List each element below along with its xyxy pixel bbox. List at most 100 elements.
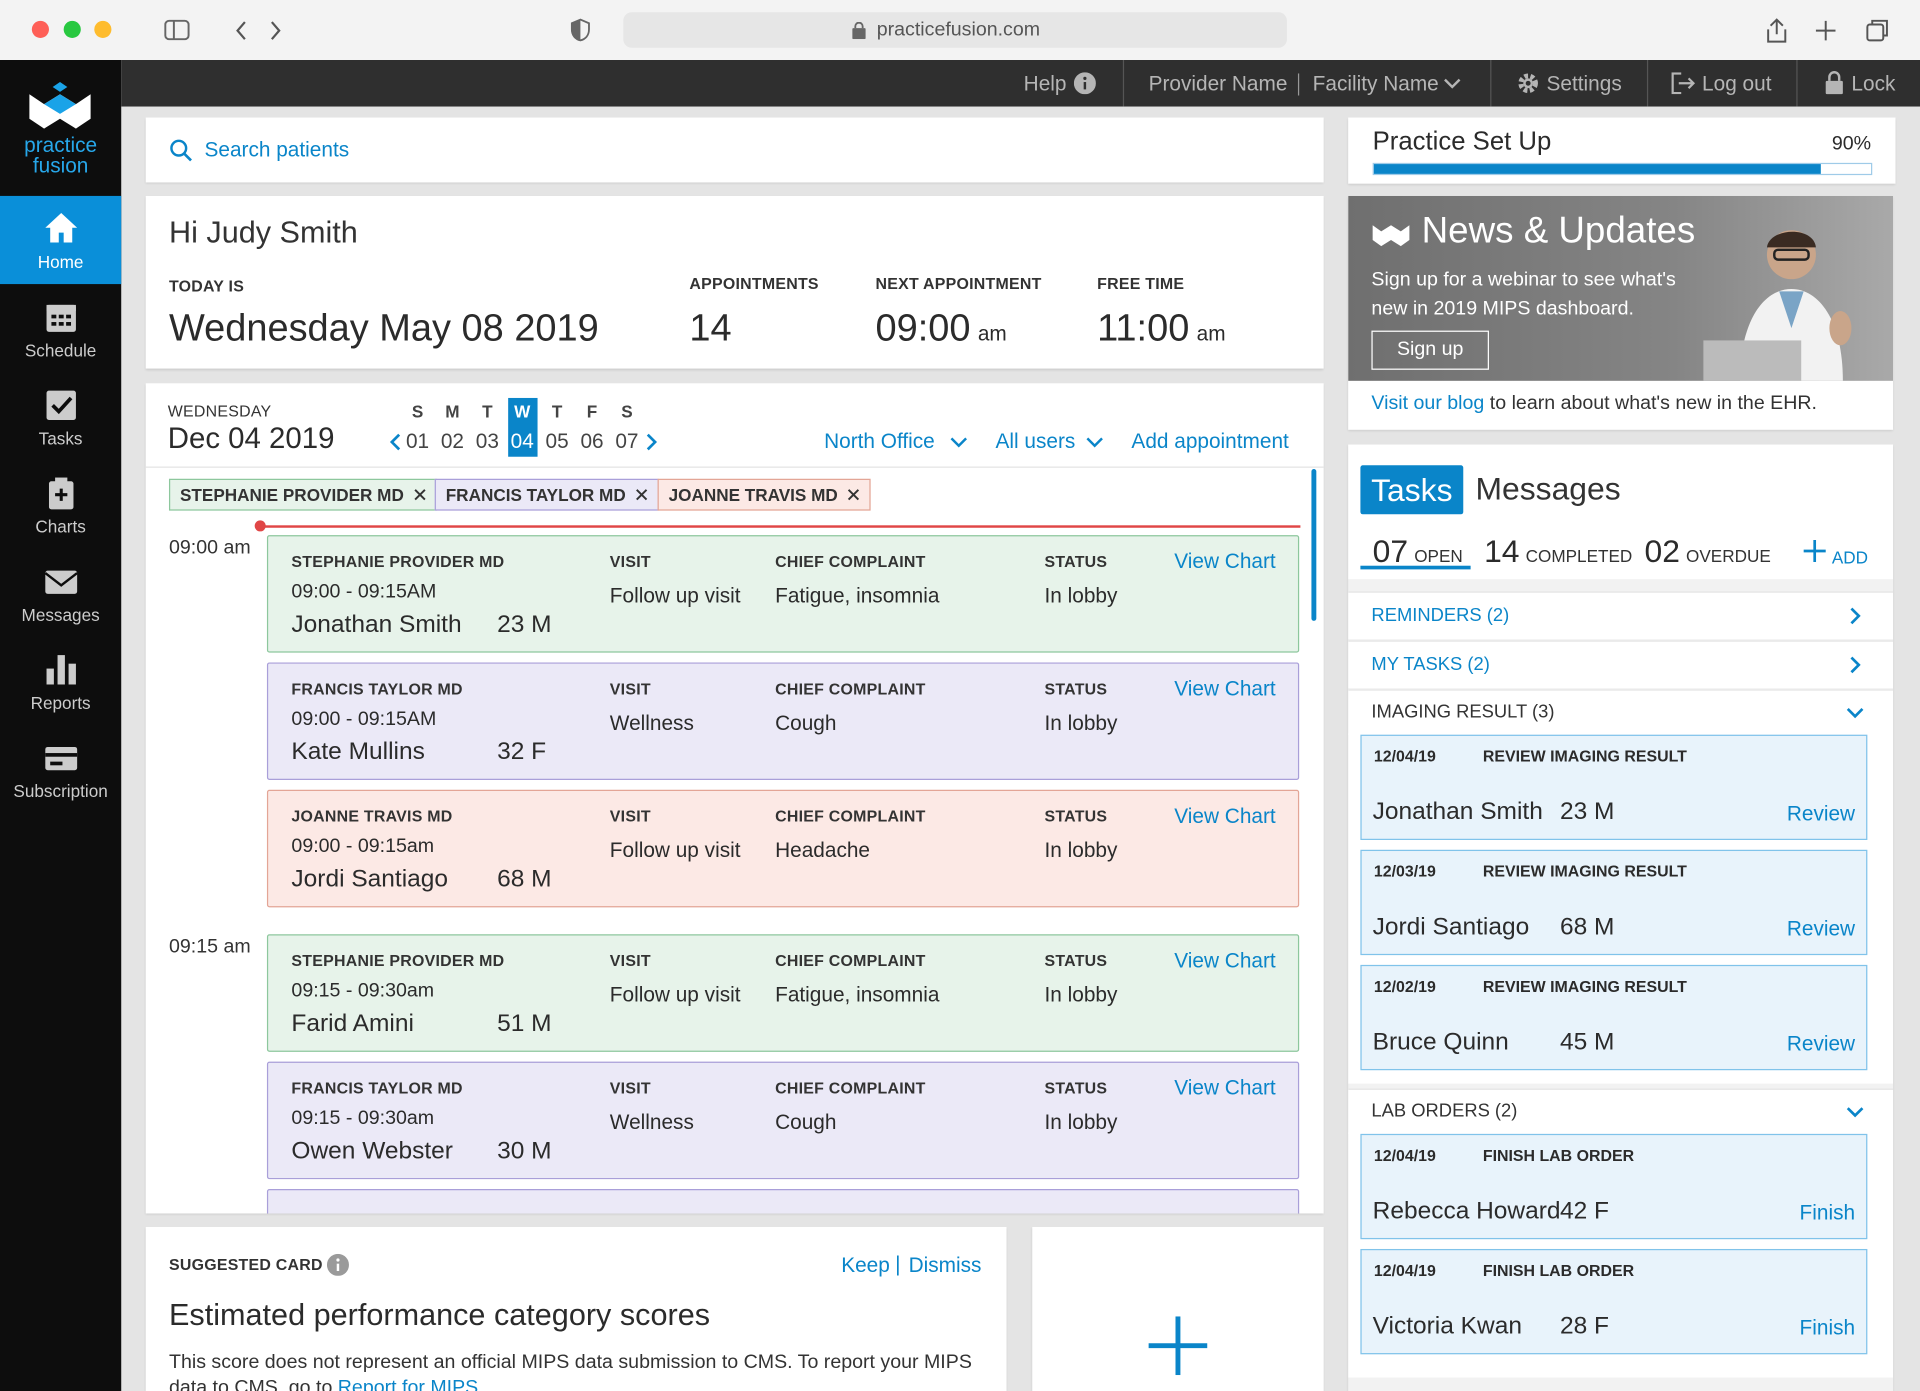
stat-number: 09:00 [875, 306, 971, 349]
users-select[interactable]: All users [995, 429, 1076, 454]
signup-button[interactable]: Sign up [1371, 330, 1489, 370]
appointment-complaint: Fatigue, insomnia [775, 983, 940, 1007]
provider-filter[interactable]: STEPHANIE PROVIDER MD [168, 478, 437, 511]
suggested-text: This score does not represent an officia… [169, 1349, 977, 1391]
appointment-time: 09:15 - 09:30am [291, 980, 435, 1002]
task-action[interactable]: Review [1786, 1032, 1856, 1056]
nav-item[interactable]: Messages [0, 549, 121, 637]
chevron-down [950, 437, 967, 448]
search-card[interactable]: Search patients [145, 117, 1324, 183]
task-section[interactable]: IMAGING RESULT (3) [1348, 689, 1894, 735]
settings-link[interactable]: Settings [1546, 72, 1622, 96]
appointment-status: In lobby [1044, 711, 1118, 735]
remove-icon [636, 489, 648, 501]
news-banner: News & Updates Sign up for a webinar to … [1348, 195, 1894, 381]
info-icon [1073, 72, 1096, 95]
office-select[interactable]: North Office [824, 429, 935, 454]
view-chart-link[interactable]: View Chart [1174, 804, 1276, 828]
provider-filter[interactable]: FRANCIS TAYLOR MD [434, 478, 659, 511]
chevron-down [1846, 1107, 1864, 1118]
patient-name: Rebecca Howard [1372, 1197, 1561, 1225]
keep-link[interactable]: Keep [841, 1253, 890, 1278]
lock-link[interactable]: Lock [1851, 72, 1896, 96]
plus-icon [1148, 1316, 1208, 1376]
dismiss-link[interactable]: Dismiss [908, 1253, 982, 1278]
view-chart-link[interactable]: View Chart [1174, 677, 1276, 701]
add-appointment[interactable]: Add appointment [1131, 429, 1289, 454]
view-chart-link[interactable]: View Chart [1174, 1076, 1276, 1100]
appointment-card: STEPHANIE PROVIDER MD 09:15 - 09:30am Fari… [266, 934, 1300, 1052]
messages-tab[interactable]: Messages [1475, 470, 1621, 507]
today-label: TODAY IS [168, 276, 245, 296]
day-number[interactable]: 04 [510, 429, 534, 454]
day-number[interactable]: 01 [405, 429, 430, 454]
scrollbar[interactable] [1311, 468, 1317, 621]
next-week[interactable] [644, 432, 659, 452]
report-link[interactable]: Report for MIPS [337, 1377, 479, 1391]
url: practicefusion.com [876, 19, 1041, 41]
separator: | [895, 1252, 901, 1276]
patient-age-sex: 23 M [1560, 798, 1615, 826]
task-section[interactable]: LAB ORDERS (2) [1348, 1088, 1894, 1134]
task-action[interactable]: Review [1786, 802, 1856, 826]
day-number[interactable]: 07 [615, 429, 639, 454]
logout-link[interactable]: Log out [1702, 72, 1772, 96]
task-count[interactable]: 07 OPEN [1373, 533, 1463, 571]
task-count[interactable]: 02 OVERDUE [1644, 533, 1770, 571]
help-link[interactable]: Help [1023, 72, 1067, 96]
day-number[interactable]: 05 [545, 429, 569, 454]
nav-item[interactable]: Charts [0, 460, 121, 548]
facility-name[interactable]: Facility Name [1312, 72, 1439, 96]
nav-icon [45, 390, 76, 420]
nav-item[interactable]: Home [0, 195, 122, 285]
logo-text: practice fusion [0, 135, 121, 177]
tasks-tab[interactable]: Tasks [1360, 465, 1464, 515]
view-chart-link[interactable]: View Chart [1174, 948, 1276, 973]
progress-bar [1373, 164, 1822, 174]
url-field[interactable]: practicefusion.com [623, 12, 1287, 48]
chevron-down [1444, 78, 1461, 89]
task-type: REVIEW IMAGING RESULT [1482, 746, 1687, 766]
nav-item[interactable]: Tasks [0, 372, 121, 460]
task-date: 12/04/19 [1373, 1261, 1436, 1280]
day-number[interactable]: 06 [580, 429, 604, 454]
section-title: IMAGING RESULT (3) [1371, 701, 1555, 723]
day-number[interactable]: 02 [440, 429, 465, 454]
blog-link[interactable]: Visit our blog [1371, 393, 1485, 414]
suggested-label: SUGGESTED CARD [168, 1255, 323, 1274]
task-item: 12/04/19 REVIEW IMAGING RESULT Jonathan Sm… [1360, 734, 1868, 840]
prev-week[interactable] [388, 432, 403, 452]
logo-mark [1372, 225, 1410, 247]
task-action[interactable]: Review [1786, 917, 1856, 941]
task-type: FINISH LAB ORDER [1482, 1146, 1635, 1165]
provider-filter[interactable]: JOANNE TRAVIS MD [657, 478, 871, 511]
view-chart-link[interactable]: View Chart [1174, 549, 1276, 574]
task-action[interactable]: Finish [1799, 1201, 1856, 1225]
provider-name[interactable]: Provider Name [1148, 72, 1288, 96]
nav-item[interactable]: Reports [0, 637, 121, 725]
task-section[interactable]: REMINDERS (2) [1348, 591, 1894, 640]
add-card[interactable] [1032, 1226, 1324, 1391]
day-number[interactable]: 03 [475, 429, 499, 454]
task-action[interactable]: Finish [1799, 1316, 1856, 1340]
browser-bar: practicefusion.com [0, 0, 1920, 62]
patient-age-sex: 28 F [1560, 1312, 1610, 1340]
nav-label: Messages [21, 604, 100, 625]
suggested-card: SUGGESTED CARD Keep | Dismiss Estimated … [145, 1226, 1007, 1391]
task-count[interactable]: 14 COMPLETED [1484, 533, 1632, 571]
nav-item[interactable]: Subscription [0, 725, 121, 813]
patient-age-sex: 32 F [497, 738, 547, 766]
add-task[interactable]: ADD [1831, 547, 1869, 567]
sidebar: practice fusion Home Schedule Tasks Charts Me… [0, 60, 122, 1391]
patient-age-sex: 51 M [497, 1010, 552, 1038]
shield-icon [570, 18, 590, 42]
task-section[interactable]: MY TASKS (2) [1348, 640, 1894, 689]
task-item: 12/04/19 FINISH LAB ORDER Victoria Kwan 28 … [1360, 1248, 1868, 1355]
top-bar: Help Provider Name Facility Name Setting… [121, 60, 1920, 107]
nav-item[interactable]: Schedule [0, 284, 121, 372]
appointment-visit: Wellness [609, 711, 694, 735]
browser-actions[interactable] [1763, 16, 1898, 45]
browser-nav-icons[interactable] [164, 17, 299, 44]
section-title: REMINDERS (2) [1371, 604, 1510, 626]
